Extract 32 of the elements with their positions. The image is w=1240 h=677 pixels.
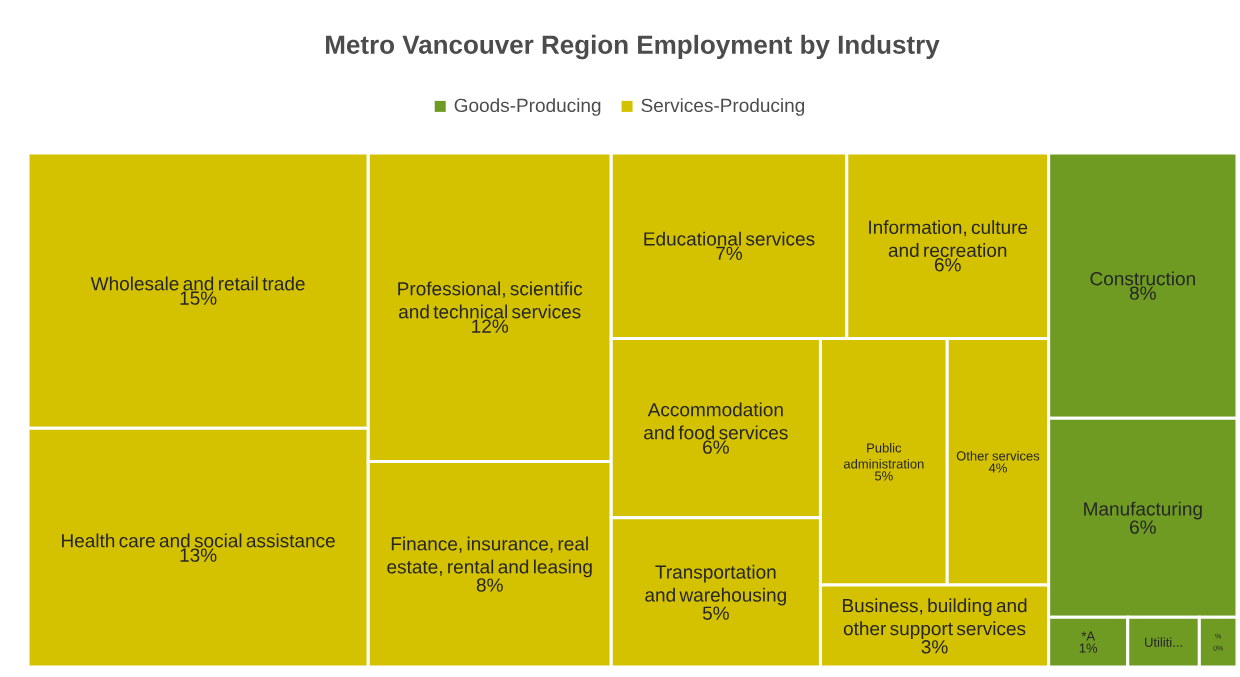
category-label: Accommodation and food services: [644, 402, 788, 440]
data-label: 6%: [1130, 520, 1156, 534]
data-label: 1%: [1079, 643, 1098, 653]
data-label: 5%: [702, 606, 729, 620]
data-label: 8%: [1129, 286, 1156, 300]
category-label: Business, building and other support services: [842, 598, 1027, 640]
data-label: 4%: [988, 463, 1007, 473]
category-label: Utiliti...: [1145, 637, 1182, 647]
data-label: 3%: [921, 640, 948, 654]
category-label: Transportation and warehousing: [645, 564, 786, 606]
category-label: Professional, scientific and technical services: [398, 281, 583, 319]
data-label: 7%: [716, 246, 743, 260]
data-label: 13%: [180, 548, 217, 562]
category-label: Finance, insurance, real estate, rental and leasing: [387, 536, 592, 578]
data-label: 5%: [874, 471, 893, 481]
data-label: 6%: [934, 258, 961, 272]
category-label: *A: [1081, 631, 1096, 641]
data-label: 12%: [472, 319, 509, 333]
category-label: Health care and social assistance: [62, 533, 335, 548]
category-label: Educational services: [644, 231, 815, 246]
legend-label: Goods-Producing: [454, 98, 601, 116]
category-label: Other services: [956, 450, 1040, 461]
category-label: Information, culture and recreation: [869, 220, 1028, 258]
text: Metro Vancouver Region Employment by Industry: [326, 34, 940, 60]
data-label: 6%: [703, 440, 729, 454]
category-label: Public administration: [843, 442, 924, 469]
series-label: Services-Producing: [641, 98, 805, 116]
data-label: 15%: [180, 291, 217, 305]
category-label: Manufacturing: [1084, 501, 1202, 520]
category-label: Construction: [1090, 271, 1195, 286]
data-label: 8%: [476, 578, 503, 592]
category-label: Wholesale and retail trade: [90, 276, 305, 291]
